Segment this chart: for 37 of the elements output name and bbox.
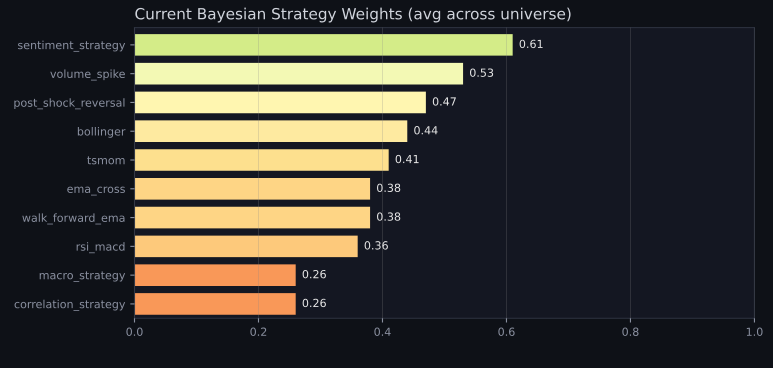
y-tick-label: sentiment_strategy [18,40,126,52]
data-label: 0.26 [302,270,326,278]
bar [134,34,513,56]
x-tick-label: 1.0 [746,328,763,336]
data-label: 0.38 [377,184,400,192]
y-tick-label: post_shock_reversal [14,98,124,110]
chart-title: Current Bayesian Strategy Weights (avg across universe) [135,8,571,22]
x-tick-label: 0.4 [374,328,391,336]
y-tick-label: ema_cross [67,186,125,196]
bar [134,92,426,114]
data-label: 0.47 [432,97,456,106]
bar [134,206,370,228]
data-label: 0.36 [364,241,388,250]
y-tick-label: tsmom [87,156,125,164]
data-label: 0.26 [302,298,326,308]
data-label: 0.44 [414,126,438,134]
data-label: 0.38 [377,212,400,221]
x-tick-label: 0.2 [250,328,266,336]
bar [134,149,389,171]
y-tick-label: bollinger [78,127,126,138]
data-label: 0.53 [470,68,494,77]
y-tick-label: correlation_strategy [14,300,126,311]
x-tick-label: 0.6 [498,328,515,336]
y-tick-label: volume_spike [50,69,125,80]
data-label: 0.61 [520,40,543,48]
data-label: 0.41 [396,154,419,164]
x-tick-label: 0.0 [126,328,143,336]
x-tick-label: 0.8 [622,328,639,336]
y-tick-label: rsi_macd [76,242,124,254]
bar [134,120,408,142]
y-tick-label: walk_forward_ema [22,213,124,224]
y-tick-label: macro_strategy [40,271,126,282]
bar [134,236,358,258]
bar [134,293,296,315]
bar [134,62,464,84]
bar [134,264,296,286]
bar [134,178,370,200]
